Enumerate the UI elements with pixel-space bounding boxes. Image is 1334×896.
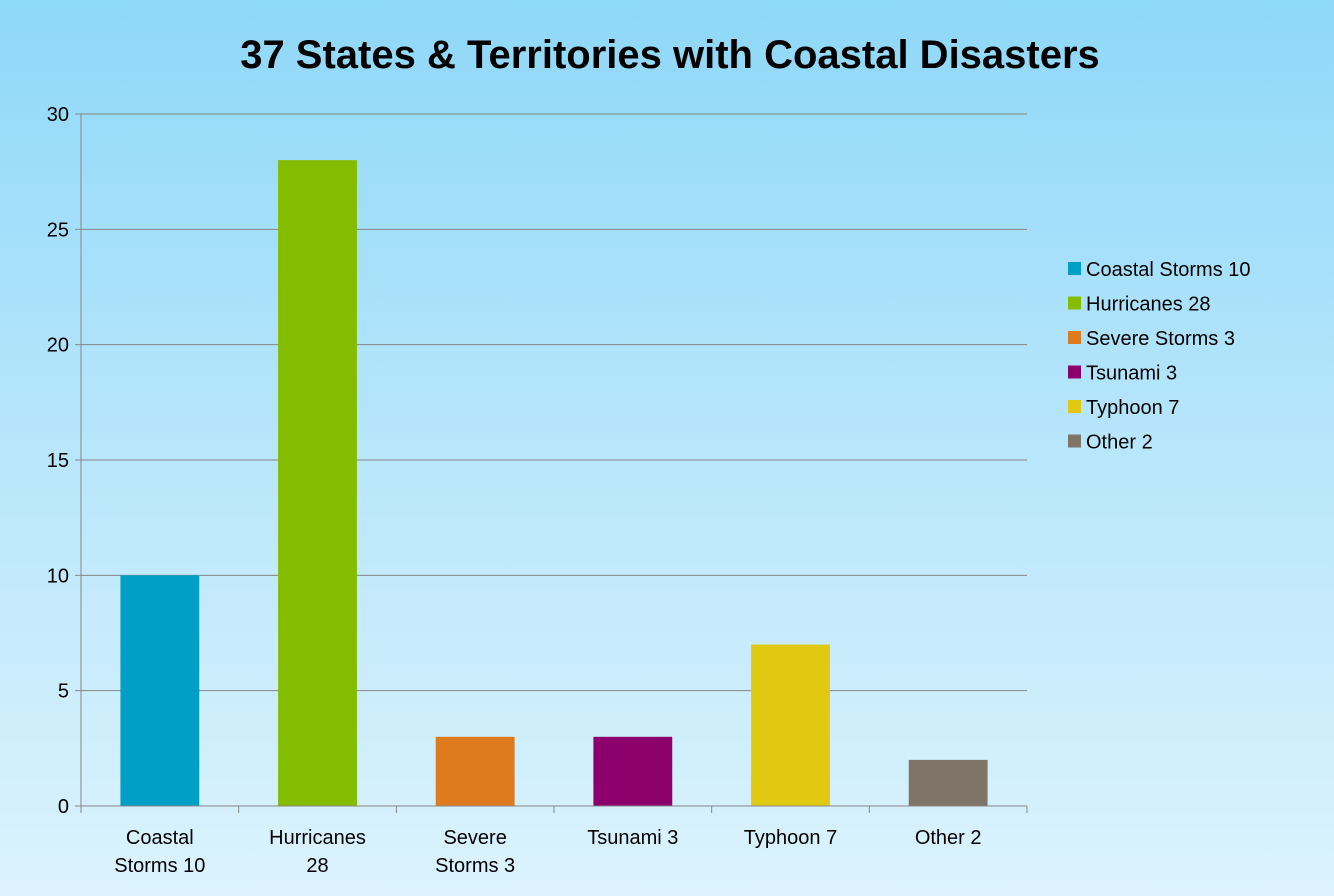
y-tick-label: 0 [58, 796, 69, 818]
bar [751, 644, 830, 806]
legend-swatch [1068, 434, 1081, 448]
bar [435, 736, 515, 806]
x-axis-labels: Coastal Storms 10 Hurricanes 28 Severe Storms… [114, 827, 981, 877]
legend: Coastal Storms 10 Hurricanes 28 Severe Sto… [1068, 259, 1251, 454]
legend-label: Severe Storms 3 [1086, 328, 1235, 350]
legend-item: Severe Storms 3 [1068, 328, 1235, 350]
x-tick-label: Other 2 [915, 827, 982, 849]
legend-item: Typhoon 7 [1068, 397, 1179, 419]
chart-title: 37 States & Territories with Coastal Dis… [240, 33, 1100, 77]
legend-label: Coastal Storms 10 [1086, 259, 1251, 281]
legend-swatch [1068, 331, 1081, 344]
bars [120, 160, 988, 807]
x-tick-label: Coastal Storms 10 [114, 827, 205, 877]
legend-swatch [1068, 296, 1081, 310]
bar [593, 736, 673, 806]
y-axis-ticks: 0 5 10 15 20 25 30 [47, 104, 69, 818]
bar [278, 160, 357, 807]
legend-swatch [1068, 400, 1081, 413]
legend-swatch [1068, 365, 1081, 379]
x-tick-label: Hurricanes 28 [269, 827, 366, 877]
legend-label: Other 2 [1086, 432, 1153, 454]
legend-item: Coastal Storms 10 [1068, 259, 1251, 281]
y-tick-label: 15 [47, 450, 69, 472]
gridlines [81, 113, 1027, 692]
bar [120, 575, 200, 806]
legend-swatch [1068, 262, 1081, 275]
x-tick-label: Typhoon 7 [744, 827, 837, 849]
axes [75, 113, 1028, 813]
x-tick-label: Tsunami 3 [587, 827, 678, 849]
y-tick-label: 25 [47, 219, 69, 241]
legend-item: Other 2 [1068, 432, 1153, 454]
legend-label: Hurricanes 28 [1086, 294, 1211, 316]
legend-item: Hurricanes 28 [1068, 294, 1211, 316]
x-tick-label: Severe Storms 3 [435, 827, 515, 877]
legend-label: Tsunami 3 [1086, 363, 1177, 385]
legend-item: Tsunami 3 [1068, 363, 1177, 385]
y-tick-label: 5 [58, 681, 69, 703]
y-tick-label: 20 [47, 335, 69, 357]
legend-label: Typhoon 7 [1086, 397, 1179, 419]
y-tick-label: 10 [47, 565, 69, 587]
bar [908, 759, 988, 806]
y-tick-label: 30 [47, 104, 69, 126]
